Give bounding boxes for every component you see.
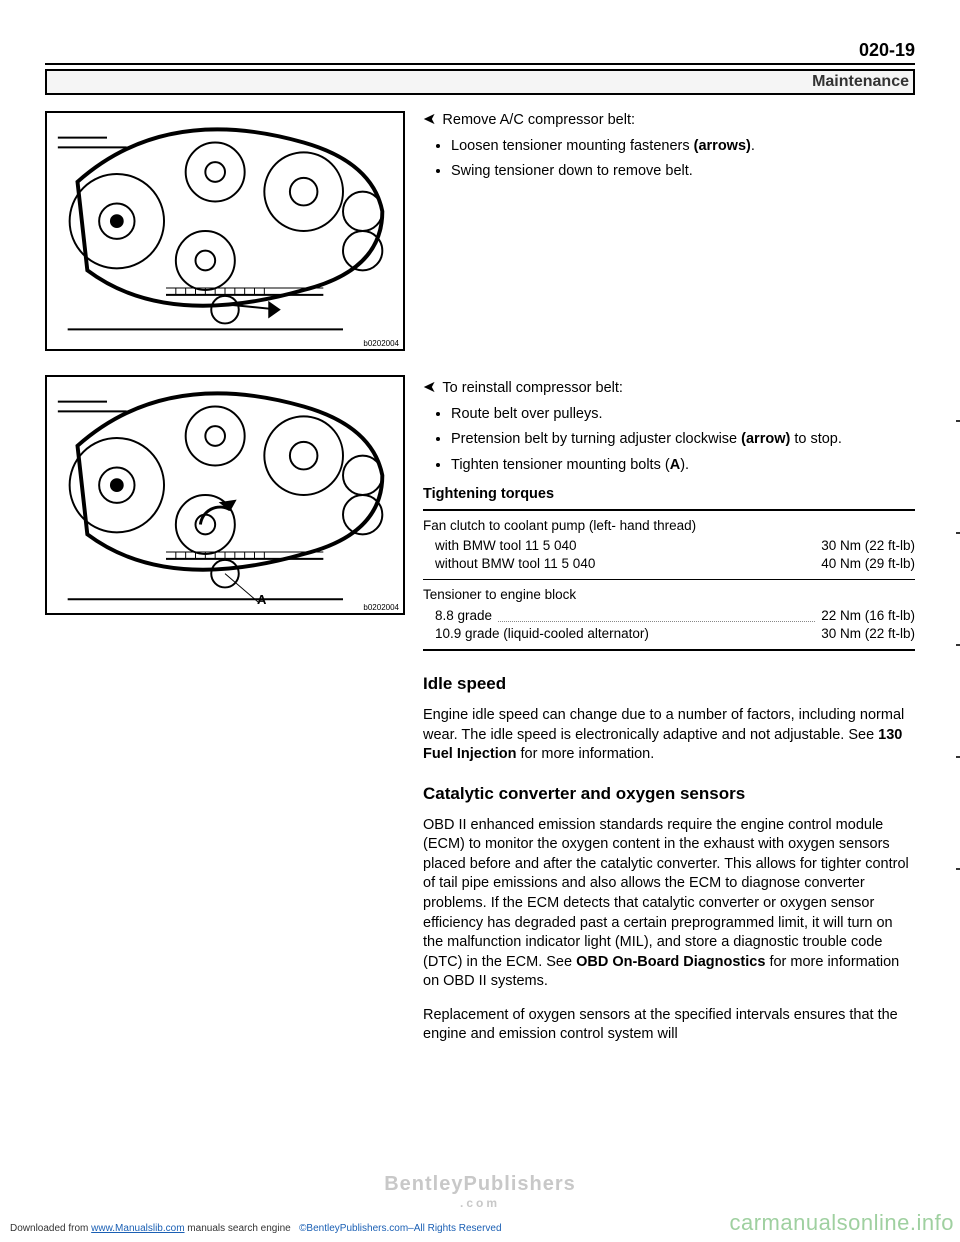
list-item: Tighten tensioner mounting bolts (A). bbox=[451, 456, 915, 476]
torque-row: with BMW tool 11 5 040 30 Nm (22 ft-lb) bbox=[423, 537, 915, 555]
page-number: 020-19 bbox=[45, 40, 915, 63]
reinstall-belt-lead-text: To reinstall compressor belt: bbox=[442, 379, 915, 399]
edge-marks bbox=[956, 420, 960, 1182]
reinstall-belt-bullets: Route belt over pulleys. Pretension belt… bbox=[423, 405, 915, 476]
idle-speed-para: Engine idle speed can change due to a nu… bbox=[423, 706, 915, 765]
footer-left: Downloaded from www.Manualslib.com manua… bbox=[10, 1223, 502, 1234]
remove-belt-bullets: Loosen tensioner mounting fasteners (arr… bbox=[423, 137, 915, 182]
figure-2: A b0202004 bbox=[45, 375, 405, 615]
footer-link[interactable]: www.Manualslib.com bbox=[91, 1223, 184, 1234]
torque-group: Tensioner to engine block 8.8 grade 22 N… bbox=[423, 580, 915, 649]
page-header: 020-19 bbox=[45, 40, 915, 65]
dotted-leader bbox=[498, 607, 815, 622]
remove-belt-lead: ➤ Remove A/C compressor belt: bbox=[423, 111, 915, 131]
pointer-icon: ➤ bbox=[423, 112, 436, 128]
torque-row: 10.9 grade (liquid-cooled alternator) 30… bbox=[423, 625, 915, 643]
torque-group-title: Fan clutch to coolant pump (left- hand t… bbox=[423, 517, 915, 535]
torque-table: Fan clutch to coolant pump (left- hand t… bbox=[423, 509, 915, 651]
footer-center: ©BentleyPublishers.com–All Rights Reserv… bbox=[299, 1223, 501, 1234]
list-item: Route belt over pulleys. bbox=[451, 405, 915, 425]
watermark-sub: .com bbox=[384, 1196, 576, 1210]
figure-2-id: b0202004 bbox=[361, 603, 401, 612]
watermark-main: BentleyPublishers bbox=[384, 1173, 576, 1196]
torque-row: 8.8 grade 22 Nm (16 ft-lb) bbox=[423, 607, 915, 625]
torque-group: Fan clutch to coolant pump (left- hand t… bbox=[423, 511, 915, 581]
watermark-center: BentleyPublishers .com bbox=[384, 1173, 576, 1210]
figure-2-label-a: A bbox=[257, 592, 266, 607]
list-item: Swing tensioner down to remove belt. bbox=[451, 162, 915, 182]
catalytic-para-1: OBD II enhanced emission standards requi… bbox=[423, 816, 915, 992]
header-title-box: Maintenance bbox=[45, 69, 915, 95]
watermark-side: carmanualsonline.info bbox=[729, 1210, 954, 1236]
idle-speed-heading: Idle speed bbox=[423, 673, 915, 696]
catalytic-para-2: Replacement of oxygen sensors at the spe… bbox=[423, 1006, 915, 1045]
reinstall-belt-lead: ➤ To reinstall compressor belt: bbox=[423, 379, 915, 399]
torque-group-title: Tensioner to engine block bbox=[423, 586, 915, 604]
figure-1: b0202004 bbox=[45, 111, 405, 351]
content-columns: b0202004 bbox=[45, 111, 915, 1059]
belt-diagram-1-svg bbox=[47, 113, 403, 349]
list-item: Loosen tensioner mounting fasteners (arr… bbox=[451, 137, 915, 157]
remove-belt-block: ➤ Remove A/C compressor belt: Loosen ten… bbox=[423, 111, 915, 357]
left-column: b0202004 bbox=[45, 111, 405, 1059]
belt-diagram-2-svg bbox=[47, 377, 403, 613]
right-column: ➤ Remove A/C compressor belt: Loosen ten… bbox=[423, 111, 915, 1059]
torque-heading: Tightening torques bbox=[423, 485, 915, 505]
pointer-icon: ➤ bbox=[423, 380, 436, 396]
figure-1-id: b0202004 bbox=[361, 339, 401, 348]
remove-belt-lead-text: Remove A/C compressor belt: bbox=[442, 111, 915, 131]
list-item: Pretension belt by turning adjuster cloc… bbox=[451, 430, 915, 450]
reinstall-belt-block: ➤ To reinstall compressor belt: Route be… bbox=[423, 379, 915, 651]
torque-row: without BMW tool 11 5 040 40 Nm (29 ft-l… bbox=[423, 555, 915, 573]
catalytic-heading: Catalytic converter and oxygen sensors bbox=[423, 783, 915, 806]
header-title: Maintenance bbox=[812, 73, 909, 90]
